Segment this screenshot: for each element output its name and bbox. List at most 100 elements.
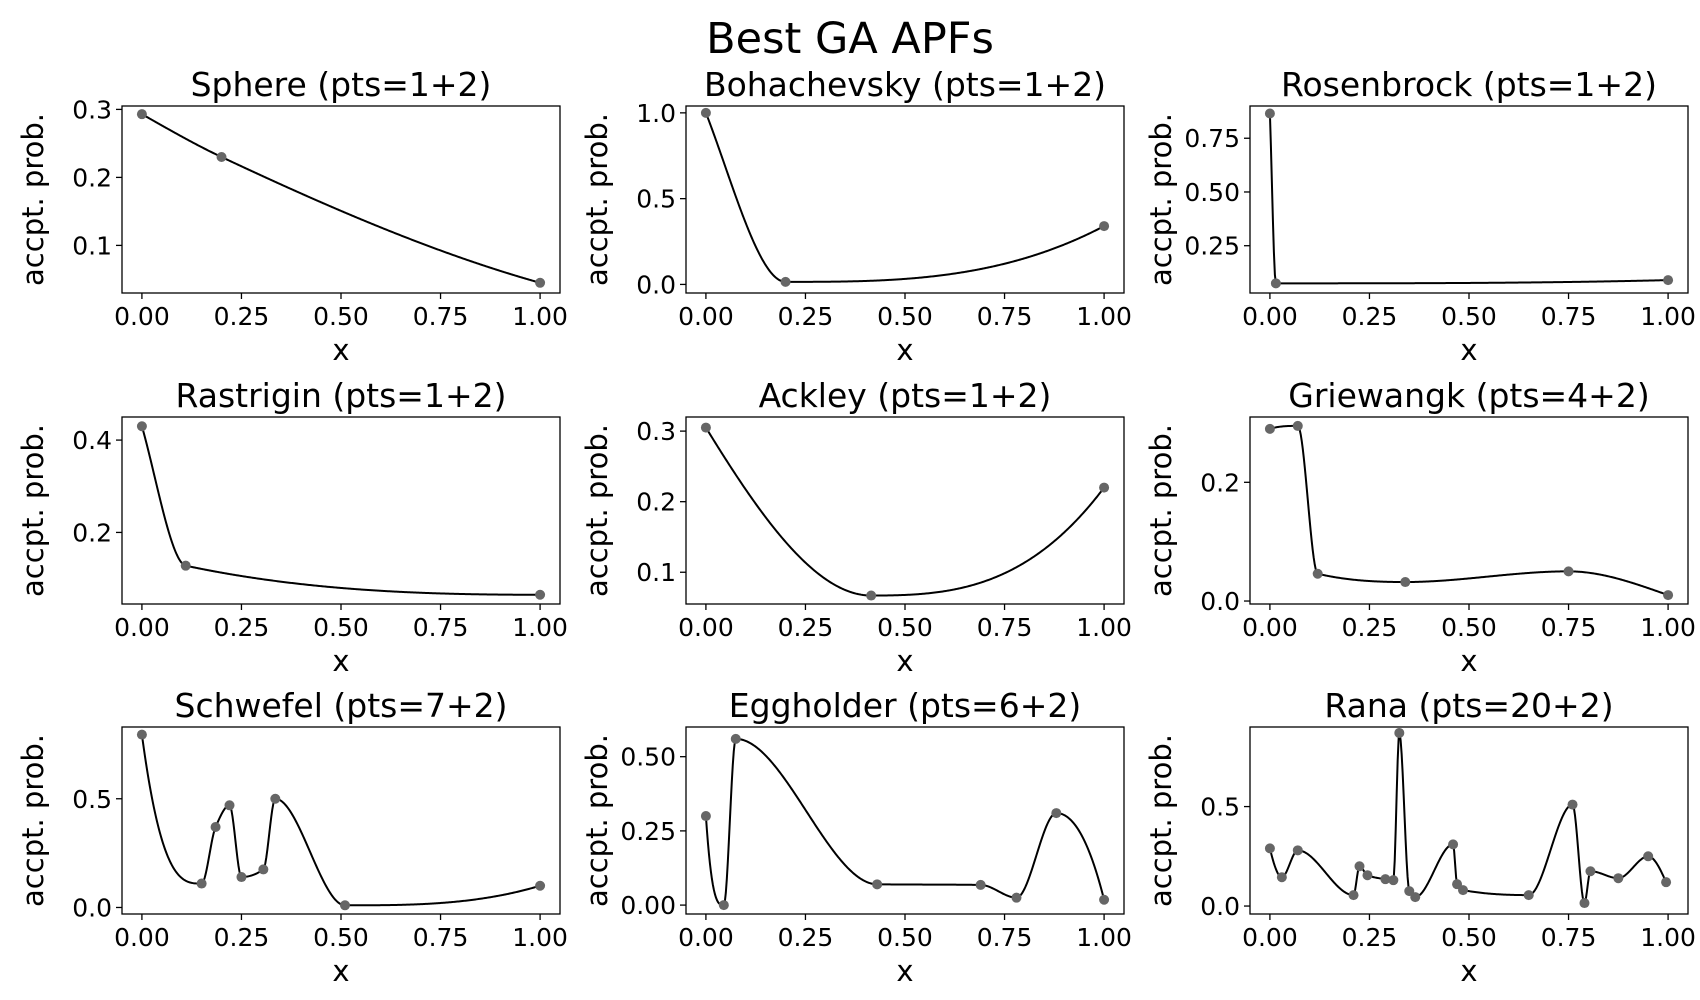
control-point [718,900,729,911]
x-tick-label: 0.25 [214,302,270,331]
control-point [1312,568,1323,579]
x-tick-label: 0.50 [313,613,369,642]
control-point [1410,892,1421,903]
control-point [1448,839,1459,850]
subplot-title: Ackley (pts=1+2) [759,376,1052,415]
x-tick-label: 0.75 [977,613,1033,642]
subplot-title: Sphere (pts=1+2) [191,65,492,104]
x-tick-label: 0.25 [778,613,834,642]
x-axis-label: x [332,954,349,988]
y-tick-label: 0.25 [1184,232,1240,261]
x-tick-label: 1.00 [1076,302,1132,331]
x-axis-label: x [332,333,349,367]
subplot-0: Sphere (pts=1+2) 0.00 0.25 0.50 0.75 1.00 0.1 0… [16,65,568,367]
control-point [258,864,269,875]
apf-curve [140,425,541,596]
control-point [196,878,207,889]
control-point [535,880,546,891]
x-tick-label: 0.75 [413,613,469,642]
x-tick-label: 0.25 [778,923,834,952]
control-point [1388,875,1399,886]
subplot-title: Bohachevsky (pts=1+2) [704,65,1106,104]
x-tick-label: 1.00 [1640,302,1696,331]
control-point [780,276,791,287]
control-point [1579,898,1590,909]
apf-curve [705,427,1105,597]
control-point [236,872,247,883]
x-tick-label: 0.00 [678,923,734,952]
control-point [1099,894,1110,905]
plot-frame [685,105,1125,294]
x-tick-label: 0.50 [1441,613,1497,642]
subplot-grid: Sphere (pts=1+2) 0.00 0.25 0.50 0.75 1.00 0.1 0… [16,65,1696,988]
x-tick-label: 0.00 [114,613,170,642]
y-tick-label: 0.2 [1200,468,1240,497]
apf-curve [141,113,541,284]
control-point [1051,808,1062,819]
apf-curve [704,112,1105,283]
control-point [730,733,741,744]
plot-frame [121,726,561,915]
y-axis-label: accpt. prob. [580,113,614,286]
plot-frame [1249,105,1689,294]
apf-curve [704,737,1106,907]
control-point [1394,727,1405,738]
y-tick-label: 0.1 [72,231,112,260]
control-point [136,421,147,432]
plot-frame [685,726,1125,915]
subplot-7: Eggholder (pts=6+2) 0.00 0.25 0.50 0.75 1.00 0… [580,686,1132,988]
y-axis-label: accpt. prob. [16,424,50,597]
control-point [1011,892,1022,903]
control-point [700,107,711,118]
control-point [535,589,546,600]
control-point [1380,874,1391,885]
x-axis-label: x [896,644,913,678]
y-tick-label: 1.0 [636,99,676,128]
control-point [216,152,227,162]
x-axis-label: x [1460,954,1477,988]
subplot-2: Rosenbrock (pts=1+2) 0.00 0.25 0.50 0.75 1.00… [1144,65,1696,367]
x-tick-label: 1.00 [1076,923,1132,952]
plot-frame [1249,416,1689,605]
control-point [1663,590,1674,601]
x-axis-label: x [332,644,349,678]
x-tick-label: 0.25 [214,923,270,952]
control-point [1354,861,1365,872]
y-tick-label: 0.0 [72,893,112,922]
x-axis-label: x [896,954,913,988]
control-point [1400,577,1411,588]
plot-frame [121,105,561,294]
control-point [1348,890,1359,901]
x-tick-label: 0.00 [114,302,170,331]
control-point [1264,108,1275,119]
x-tick-label: 0.75 [977,923,1033,952]
x-tick-label: 0.75 [413,302,469,331]
plot-frame [121,416,561,605]
plot-frame [685,416,1125,605]
x-tick-label: 0.25 [1342,923,1398,952]
x-tick-label: 1.00 [1076,613,1132,642]
control-point [1292,420,1303,431]
control-point [1264,423,1275,434]
y-axis-label: accpt. prob. [1144,424,1178,597]
control-point [1099,221,1110,232]
control-point [1613,873,1624,884]
subplot-5: Griewangk (pts=4+2) 0.00 0.25 0.50 0.75 1.00 0… [1144,376,1696,678]
x-tick-label: 0.00 [1242,613,1298,642]
control-point [1458,885,1469,896]
y-tick-label: 0.1 [636,558,676,587]
control-point [270,793,281,804]
y-tick-label: 0.50 [1184,178,1240,207]
x-tick-label: 0.75 [1541,613,1597,642]
control-point [700,811,711,822]
control-point [1563,566,1574,577]
x-tick-label: 0.25 [1342,613,1398,642]
control-point [1523,890,1534,901]
control-point [872,879,883,890]
subplot-title: Schwefel (pts=7+2) [175,686,508,725]
x-tick-label: 0.50 [877,923,933,952]
control-point [1362,870,1373,881]
y-tick-label: 0.5 [1200,793,1240,822]
plot-frame [1249,726,1689,915]
